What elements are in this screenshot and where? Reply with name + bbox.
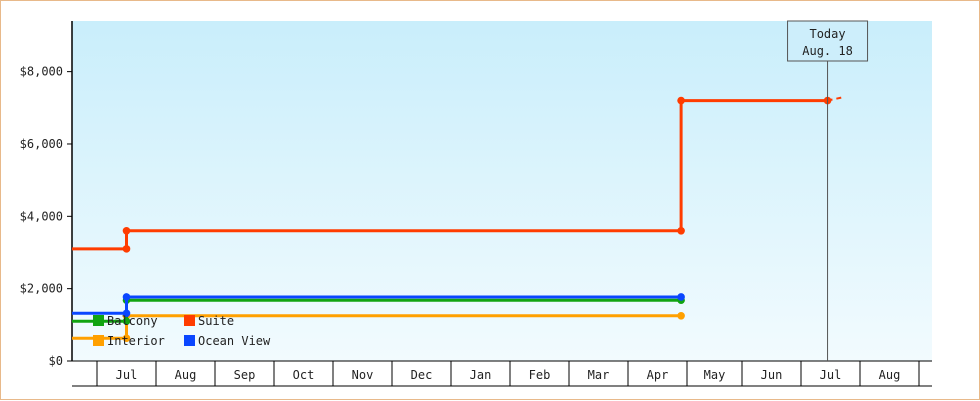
x-tick-label: Jan xyxy=(470,368,492,382)
data-point-interior xyxy=(122,334,131,343)
x-tick-label: Nov xyxy=(352,368,374,382)
legend-label-balcony: Balcony xyxy=(107,314,158,328)
data-point-suite xyxy=(122,245,131,253)
y-tick-label: $4,000 xyxy=(20,209,63,223)
y-tick-label: $2,000 xyxy=(20,282,63,296)
x-tick-label: Jun xyxy=(761,368,783,382)
legend-swatch-balcony xyxy=(93,315,104,326)
data-point-ocean-view xyxy=(677,293,685,301)
legend-swatch-ocean-view xyxy=(184,335,195,346)
legend-swatch-suite xyxy=(184,315,195,326)
x-tick-label: Dec xyxy=(411,368,433,382)
data-point-suite xyxy=(677,96,685,105)
series-line-ocean-view xyxy=(72,295,682,315)
x-tick-label: Oct xyxy=(293,368,315,382)
legend-swatch-interior xyxy=(93,335,104,346)
x-tick-label: May xyxy=(704,368,726,382)
data-point-ocean-view xyxy=(122,309,131,318)
x-tick-label: Jul xyxy=(116,368,138,382)
legend-label-suite: Suite xyxy=(198,314,234,328)
y-tick-label: $8,000 xyxy=(20,65,63,79)
x-tick-label: Jul xyxy=(820,368,842,382)
today-marker: Today Aug. 18 xyxy=(787,20,869,361)
today-box xyxy=(787,20,869,62)
today-label: Today xyxy=(809,27,845,41)
data-point-ocean-view xyxy=(122,293,131,301)
legend-label-interior: Interior xyxy=(107,334,165,348)
plot-area xyxy=(72,21,932,361)
x-tick-label: Aug xyxy=(175,368,197,382)
legend: Balcony Suite Interior Ocean View xyxy=(93,314,271,348)
today-date: Aug. 18 xyxy=(802,44,853,58)
x-tick-label: Aug xyxy=(879,368,901,382)
y-axis: $0 $2,000 $4,000 $6,000 $8,000 xyxy=(20,21,73,368)
legend-label-ocean-view: Ocean View xyxy=(198,334,271,348)
x-tick-label: Apr xyxy=(647,368,669,382)
x-axis: Jul Aug Sep Oct Nov Dec Jan Feb Mar Apr May Jun Jul A… xyxy=(72,360,932,387)
x-tick-label: Feb xyxy=(529,368,551,382)
data-point-interior xyxy=(677,311,685,320)
y-tick-label: $0 xyxy=(49,354,63,368)
projection-line-suite xyxy=(827,96,843,102)
series-line-suite xyxy=(72,99,828,251)
x-tick-label: Mar xyxy=(588,368,610,382)
data-point-balcony xyxy=(122,317,131,326)
y-tick-label: $6,000 xyxy=(20,137,63,151)
data-point-suite xyxy=(122,226,131,235)
x-tick-label: Sep xyxy=(234,368,256,382)
data-point-suite xyxy=(677,226,685,235)
